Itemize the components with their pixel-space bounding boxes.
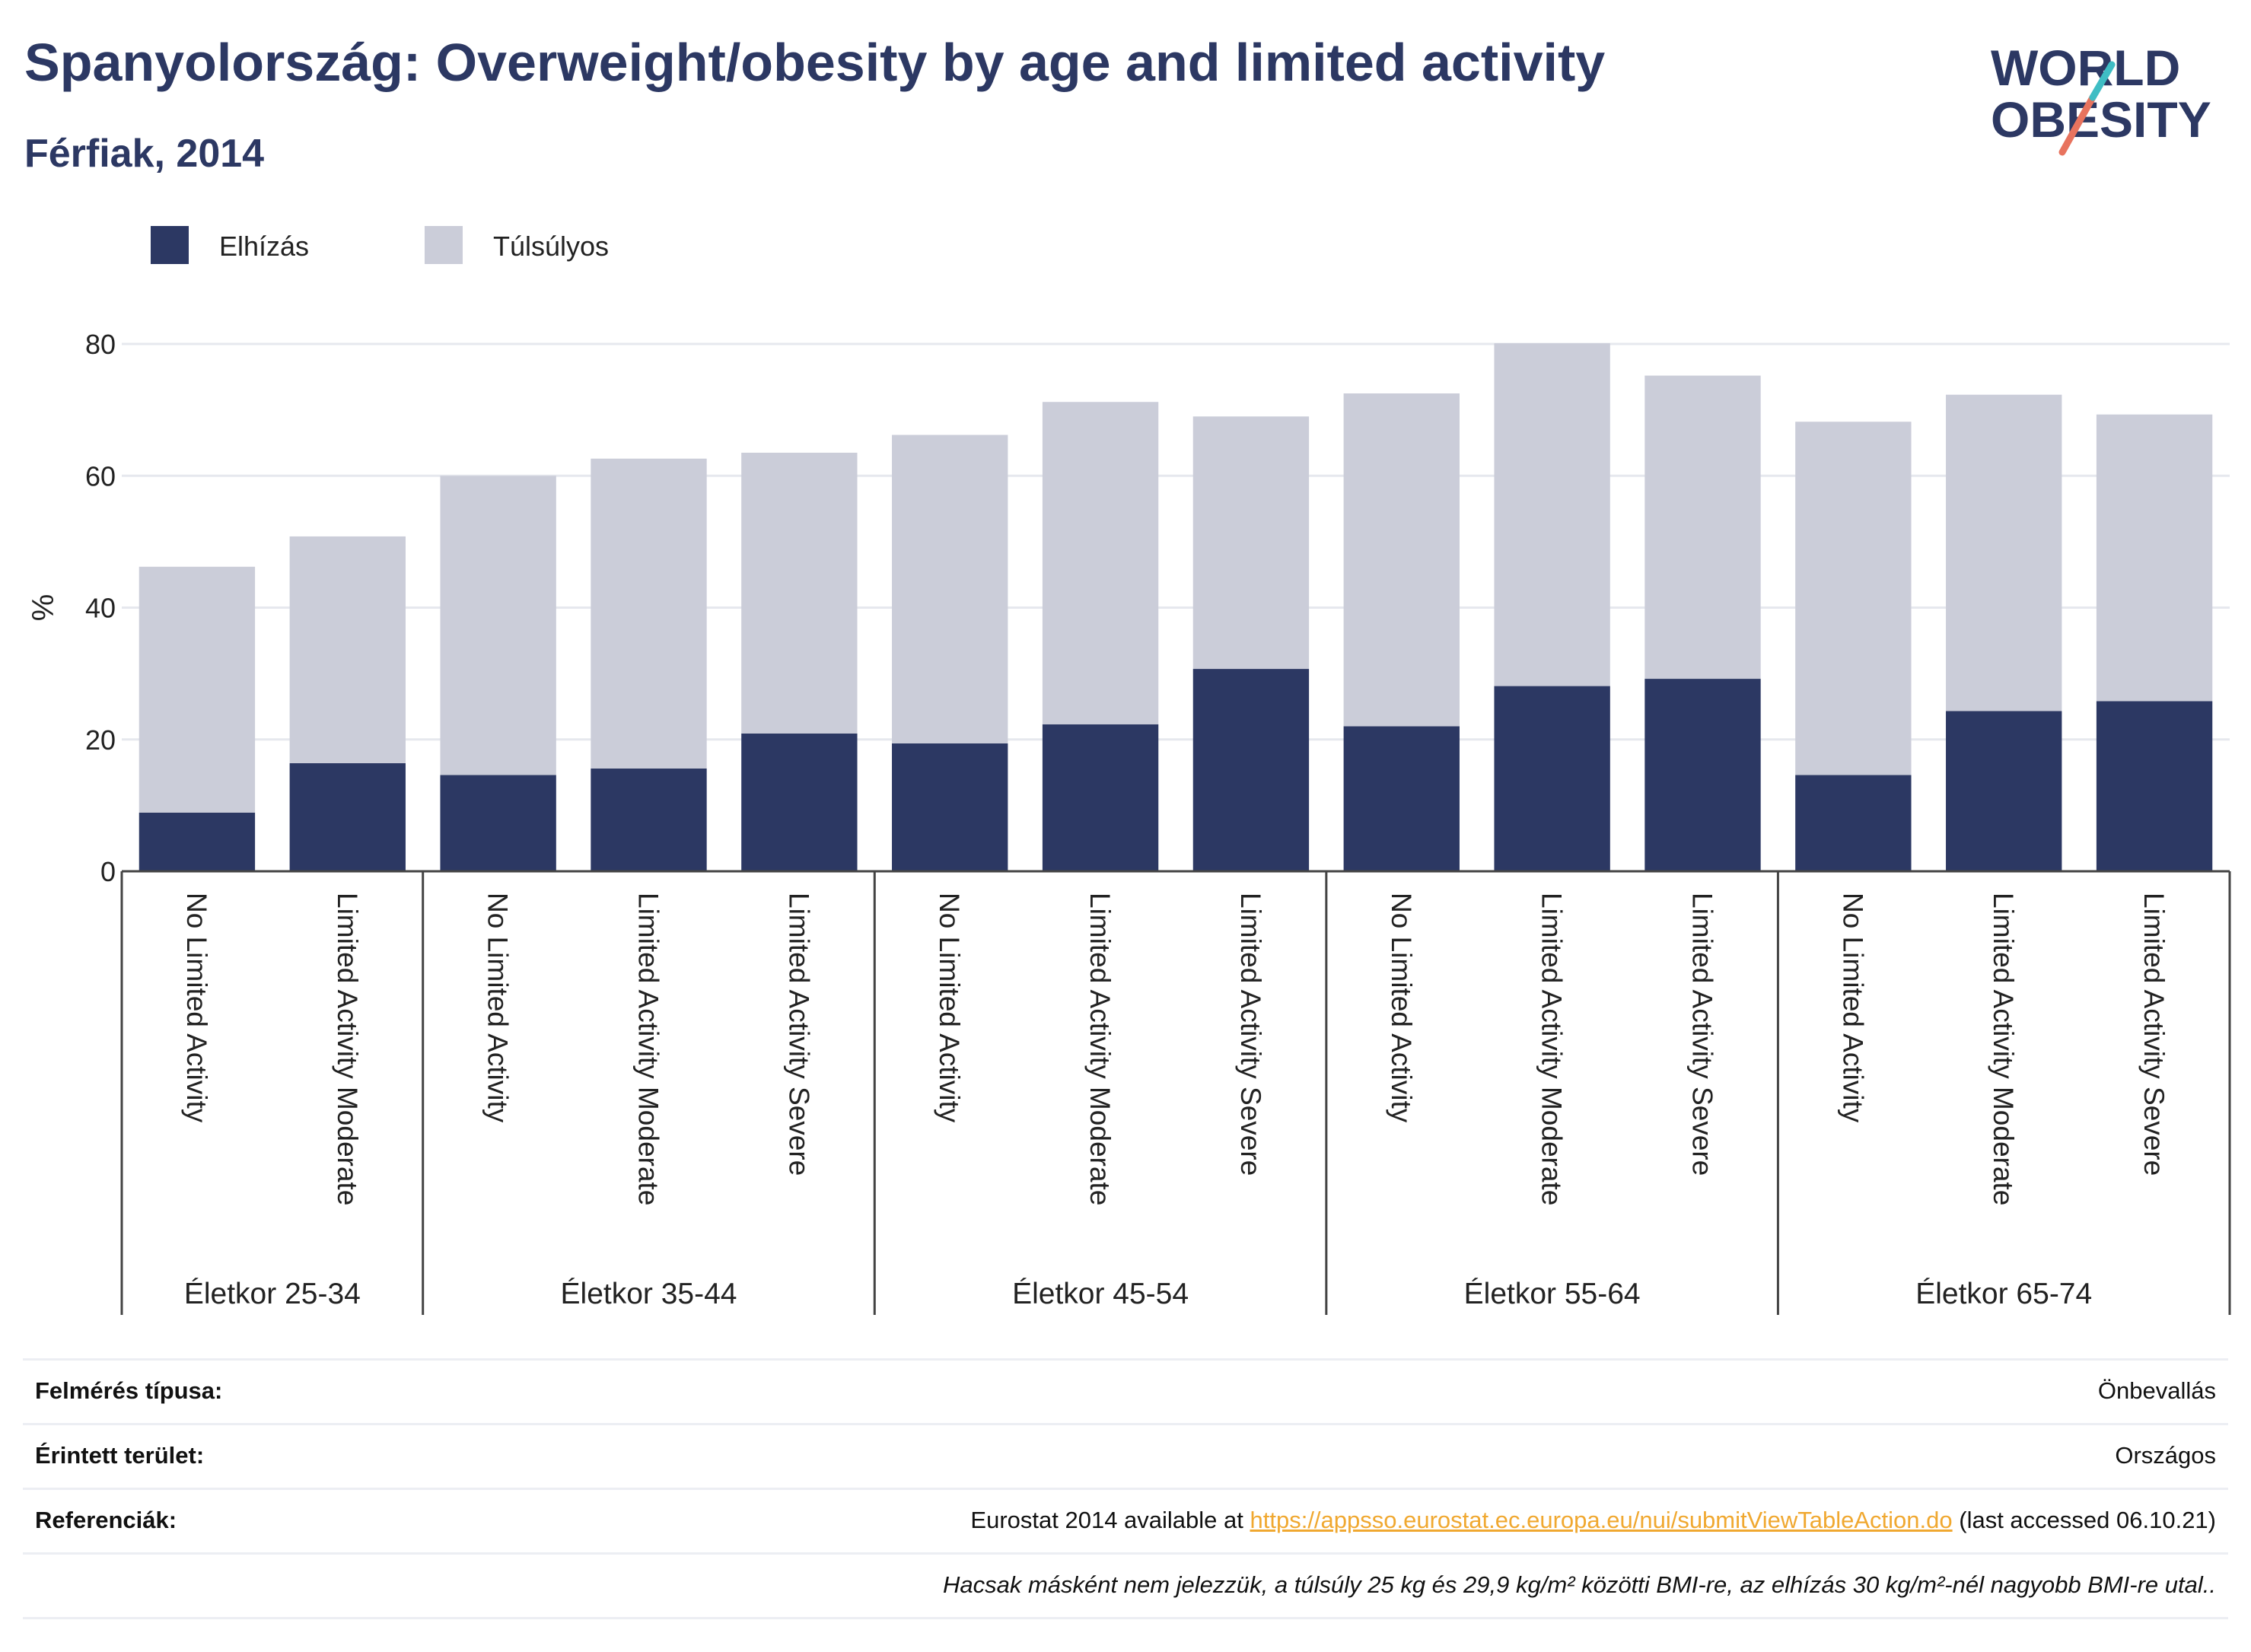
x-tick-label: Limited Activity Moderate — [1988, 893, 2019, 1205]
bar-overweight-8 — [1192, 416, 1310, 670]
footnote: Hacsak másként nem jelezzük, a túlsúly 2… — [943, 1571, 2216, 1598]
bar-overweight-10 — [1494, 343, 1610, 686]
references-value: Eurostat 2014 available at https://appss… — [970, 1507, 2216, 1534]
legend-swatch-1 — [151, 226, 189, 264]
y-tick-label: 80 — [85, 329, 116, 360]
area-value: Országos — [2115, 1442, 2216, 1469]
bar-obesity-9 — [1343, 726, 1460, 871]
footer-row-note: Hacsak másként nem jelezzük, a túlsúly 2… — [23, 1552, 2228, 1619]
bar-obesity-11 — [1644, 679, 1761, 871]
group-label-3: Életkor 45-54 — [1012, 1278, 1189, 1310]
bar-overweight-1 — [138, 566, 256, 813]
bar-obesity-5 — [741, 733, 858, 871]
group-label-5: Életkor 65-74 — [1915, 1278, 2092, 1310]
bar-obesity-2 — [289, 762, 406, 871]
page-subtitle: Férfiak, 2014 — [24, 132, 265, 176]
gridlines — [122, 342, 2230, 741]
y-axis-title: % — [27, 594, 60, 622]
bar-overweight-5 — [741, 452, 858, 734]
x-tick-label: No Limited Activity — [482, 893, 514, 1123]
x-tick-label: No Limited Activity — [181, 893, 212, 1123]
bar-overweight-6 — [892, 434, 1008, 743]
group-label-1: Életkor 25-34 — [184, 1278, 361, 1310]
x-tick-label: Limited Activity Moderate — [332, 893, 363, 1205]
bar-obesity-8 — [1192, 669, 1310, 871]
bar-obesity-7 — [1042, 724, 1159, 871]
bar-overweight-13 — [1946, 394, 2062, 711]
footer-row-area: Érintett terület: Országos — [23, 1423, 2228, 1488]
bar-overweight-11 — [1644, 375, 1761, 680]
logo-text-obesity: OBESITY — [1991, 91, 2211, 148]
x-tick-label: Limited Activity Severe — [2138, 893, 2170, 1176]
bar-obesity-1 — [138, 812, 256, 871]
bar-overweight-9 — [1343, 393, 1460, 727]
x-tick-label: Limited Activity Moderate — [1536, 893, 1568, 1205]
bar-overweight-2 — [289, 536, 406, 763]
bars — [138, 343, 2213, 871]
world-obesity-logo: WORLD OBESITY — [1991, 40, 2211, 156]
reference-prefix: Eurostat 2014 available at — [970, 1507, 1243, 1533]
x-tick-label: Limited Activity Moderate — [633, 893, 664, 1205]
page-title: Spanyolország: Overweight/obesity by age… — [24, 33, 1606, 92]
footer-table: Felmérés típusa: Önbevallás Érintett ter… — [23, 1358, 2228, 1619]
x-tick-label: Limited Activity Severe — [783, 893, 814, 1176]
logo-slash-teal — [2089, 61, 2116, 101]
chart: Elhízás Túlsúlyos 0 20 40 60 80% No Limited A… — [27, 226, 2231, 1315]
x-tick-label: No Limited Activity — [934, 893, 965, 1123]
reference-link[interactable]: https://appsso.eurostat.ec.europa.eu/nui… — [1250, 1507, 1953, 1533]
reference-suffix: (last accessed 06.10.21) — [1959, 1507, 2216, 1533]
x-tick-label: Limited Activity Severe — [1235, 893, 1266, 1176]
bar-obesity-13 — [1946, 711, 2062, 871]
x-tick-label: Limited Activity Severe — [1687, 893, 1718, 1176]
footer-row-references: Referenciák: Eurostat 2014 available at … — [23, 1488, 2228, 1552]
bar-overweight-3 — [440, 476, 556, 775]
y-tick-label: 20 — [85, 724, 116, 756]
logo-text-world: WORLD — [1991, 40, 2180, 96]
x-axis: No Limited Activity Limited Activity Mode… — [120, 870, 2231, 1315]
bar-obesity-10 — [1494, 686, 1610, 871]
bar-overweight-4 — [591, 458, 707, 769]
legend-label-1: Elhízás — [219, 231, 309, 262]
bar-obesity-3 — [440, 775, 556, 871]
y-tick-label: 0 — [100, 856, 116, 887]
y-tick-label: 40 — [85, 593, 116, 624]
logo-slash-red — [2058, 94, 2097, 156]
y-axis: 0 20 40 60 80% — [27, 329, 116, 887]
bar-obesity-12 — [1795, 775, 1912, 871]
footer-row-survey: Felmérés típusa: Önbevallás — [23, 1358, 2228, 1423]
bar-overweight-14 — [2096, 414, 2213, 702]
group-label-2: Életkor 35-44 — [561, 1278, 737, 1310]
x-tick-label: No Limited Activity — [1837, 893, 1868, 1123]
x-tick-label: Limited Activity Moderate — [1084, 893, 1116, 1205]
survey-type-value: Önbevallás — [2097, 1377, 2216, 1404]
bar-overweight-12 — [1795, 422, 1912, 775]
group-label-4: Életkor 55-64 — [1464, 1278, 1641, 1310]
y-tick-label: 60 — [85, 460, 116, 492]
bar-overweight-7 — [1042, 402, 1159, 724]
legend-label-2: Túlsúlyos — [493, 231, 609, 262]
legend-swatch-2 — [425, 226, 463, 264]
bar-obesity-4 — [591, 768, 707, 871]
references-label: Referenciák: — [35, 1507, 177, 1533]
legend: Elhízás Túlsúlyos — [151, 226, 609, 264]
bar-obesity-14 — [2096, 701, 2213, 871]
area-label: Érintett terület: — [35, 1442, 205, 1469]
bar-obesity-6 — [892, 743, 1008, 871]
x-tick-label: No Limited Activity — [1386, 893, 1417, 1123]
survey-type-label: Felmérés típusa: — [35, 1377, 223, 1404]
